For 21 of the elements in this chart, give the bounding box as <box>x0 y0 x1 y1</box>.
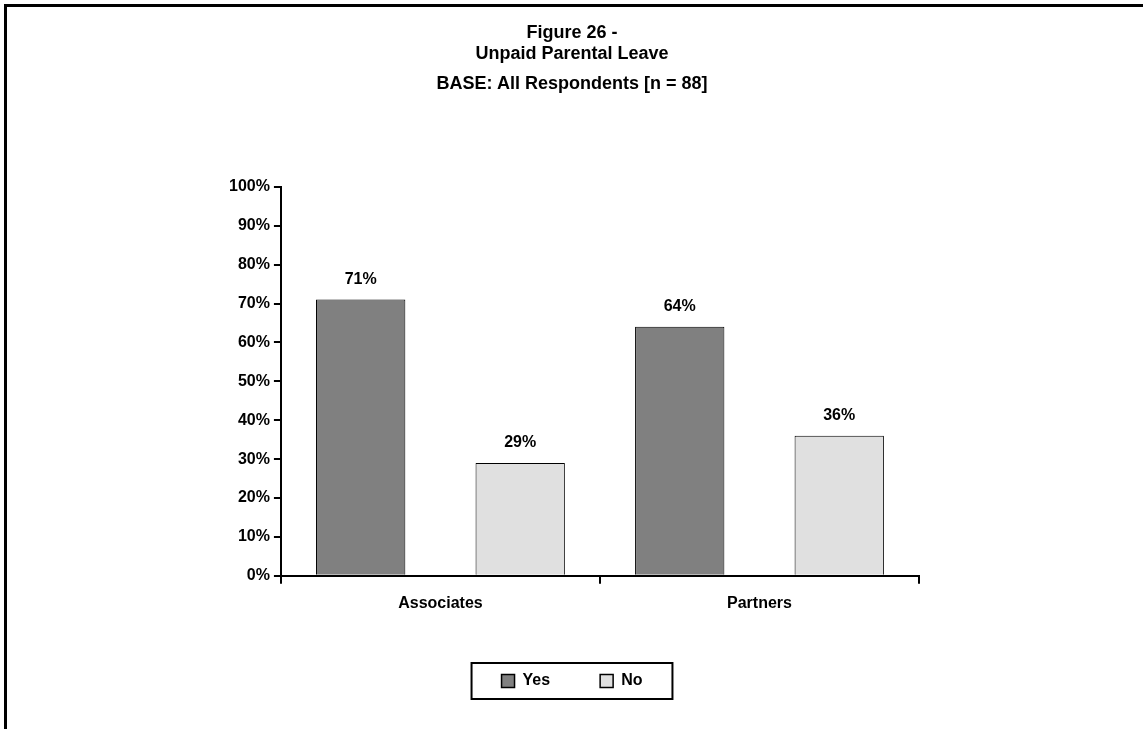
y-tick-label: 70% <box>237 293 270 311</box>
y-tick-label: 60% <box>237 332 270 350</box>
y-tick-label: 90% <box>237 216 270 234</box>
data-label: 36% <box>823 406 856 424</box>
chart-subtitle: BASE: All Respondents [n = 88] <box>436 72 708 93</box>
y-tick-label: 100% <box>229 177 270 195</box>
legend-label: No <box>621 671 643 689</box>
y-tick-label: 20% <box>237 488 270 506</box>
x-tick-label: Associates <box>398 593 483 611</box>
data-label: 71% <box>344 270 377 288</box>
y-tick-label: 0% <box>246 566 270 584</box>
x-tick-label: Partners <box>727 593 793 611</box>
y-tick-label: 50% <box>237 371 270 389</box>
chart-title: Figure 26 - Unpaid Parental Leave <box>475 21 669 64</box>
data-label: 29% <box>504 433 537 451</box>
y-tick-label: 80% <box>237 255 270 273</box>
y-tick-label: 30% <box>237 449 270 467</box>
y-tick-label: 40% <box>237 410 270 428</box>
legend-label: Yes <box>522 671 551 689</box>
y-tick-label: 10% <box>237 527 270 545</box>
data-label: 64% <box>663 297 696 315</box>
